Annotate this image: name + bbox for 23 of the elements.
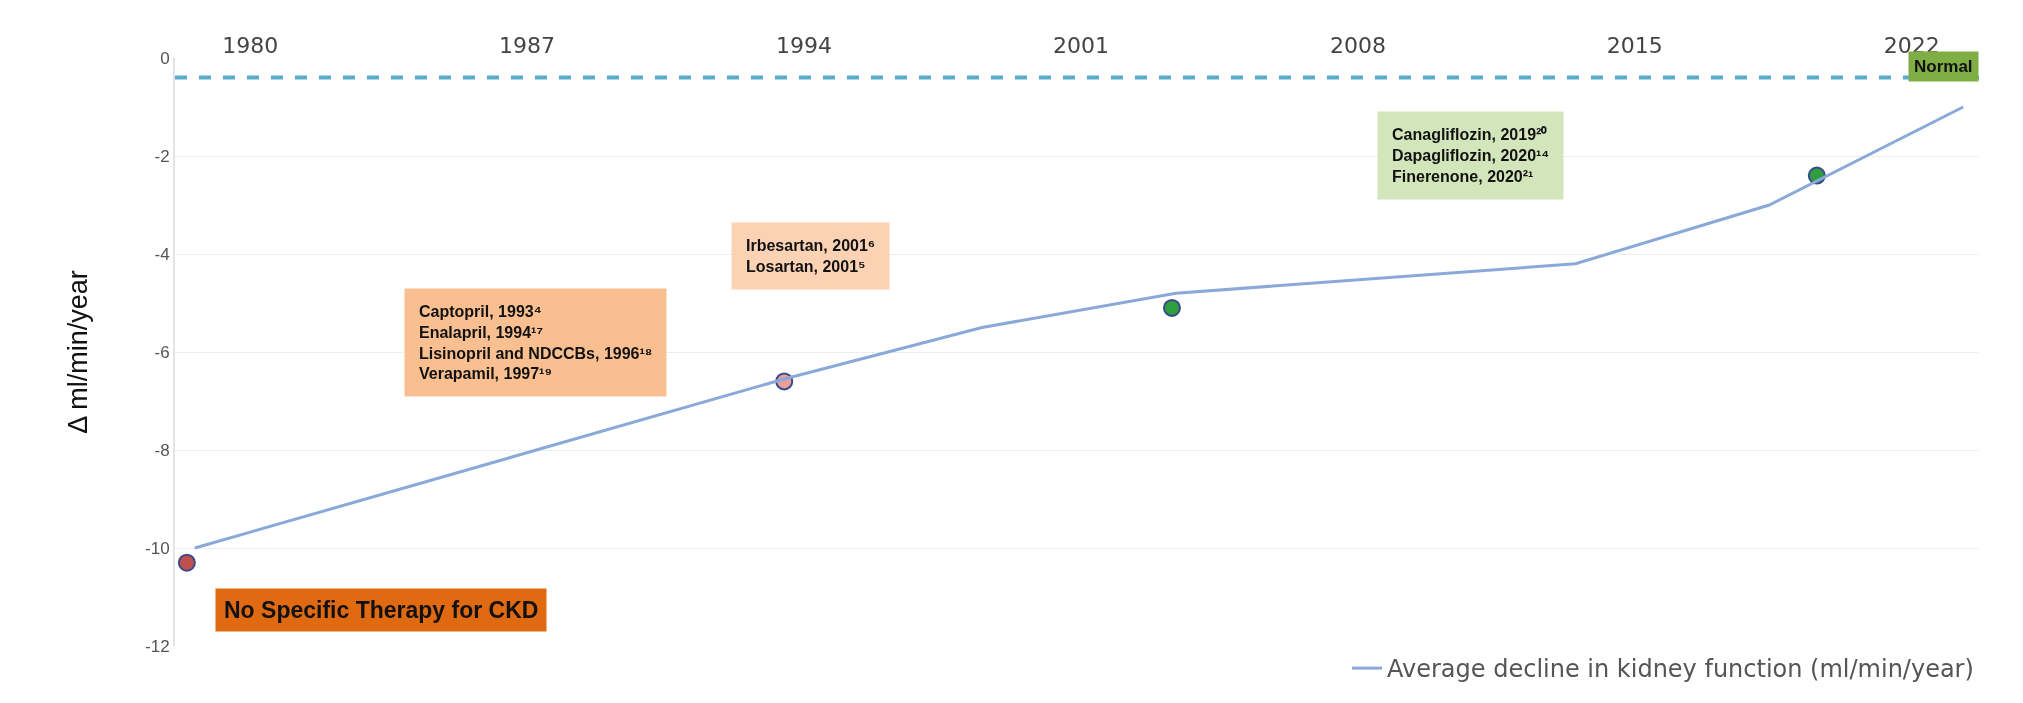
y-tick-label: -8	[154, 440, 170, 460]
y-tick-label: -10	[145, 538, 170, 558]
y-tick-label: -12	[145, 636, 170, 656]
annotation: Irbesartan, 2001⁶ Losartan, 2001⁵	[746, 237, 876, 275]
x-tick-label: 1987	[499, 32, 556, 58]
annotation: Canagliflozin, 2019²⁰ Dapagliflozin, 2020¹⁴ Finerenone, 2020²¹	[1392, 126, 1550, 185]
y-tick-label: -2	[154, 146, 170, 166]
x-tick-label: 2001	[1052, 32, 1109, 58]
point	[1162, 298, 1181, 317]
point	[177, 553, 196, 572]
x-tick-label: 1980	[222, 32, 279, 58]
y-axis-title: Δ ml/min/year	[62, 270, 93, 434]
y-tick-label: -6	[154, 342, 170, 362]
y-tick-label: 0	[160, 48, 170, 68]
x-tick-label: 2008	[1329, 32, 1386, 58]
legend-label: Average decline in kidney function (ml/min/year)	[1387, 655, 1974, 684]
line-series	[193, 105, 1965, 550]
x-tick-label: 1994	[776, 32, 833, 58]
annotation: Captopril, 1993⁴ Enalapril, 1994¹⁷ Lisinopril and NDCCBs, 1996¹⁸ Verapamil, 1997¹⁹	[419, 303, 653, 383]
annotation: No Specific Therapy for CKD	[224, 597, 539, 623]
ref-line-label: Normal	[1914, 57, 1973, 76]
x-tick-label: 2015	[1606, 32, 1663, 58]
y-tick-label: -4	[154, 244, 170, 264]
